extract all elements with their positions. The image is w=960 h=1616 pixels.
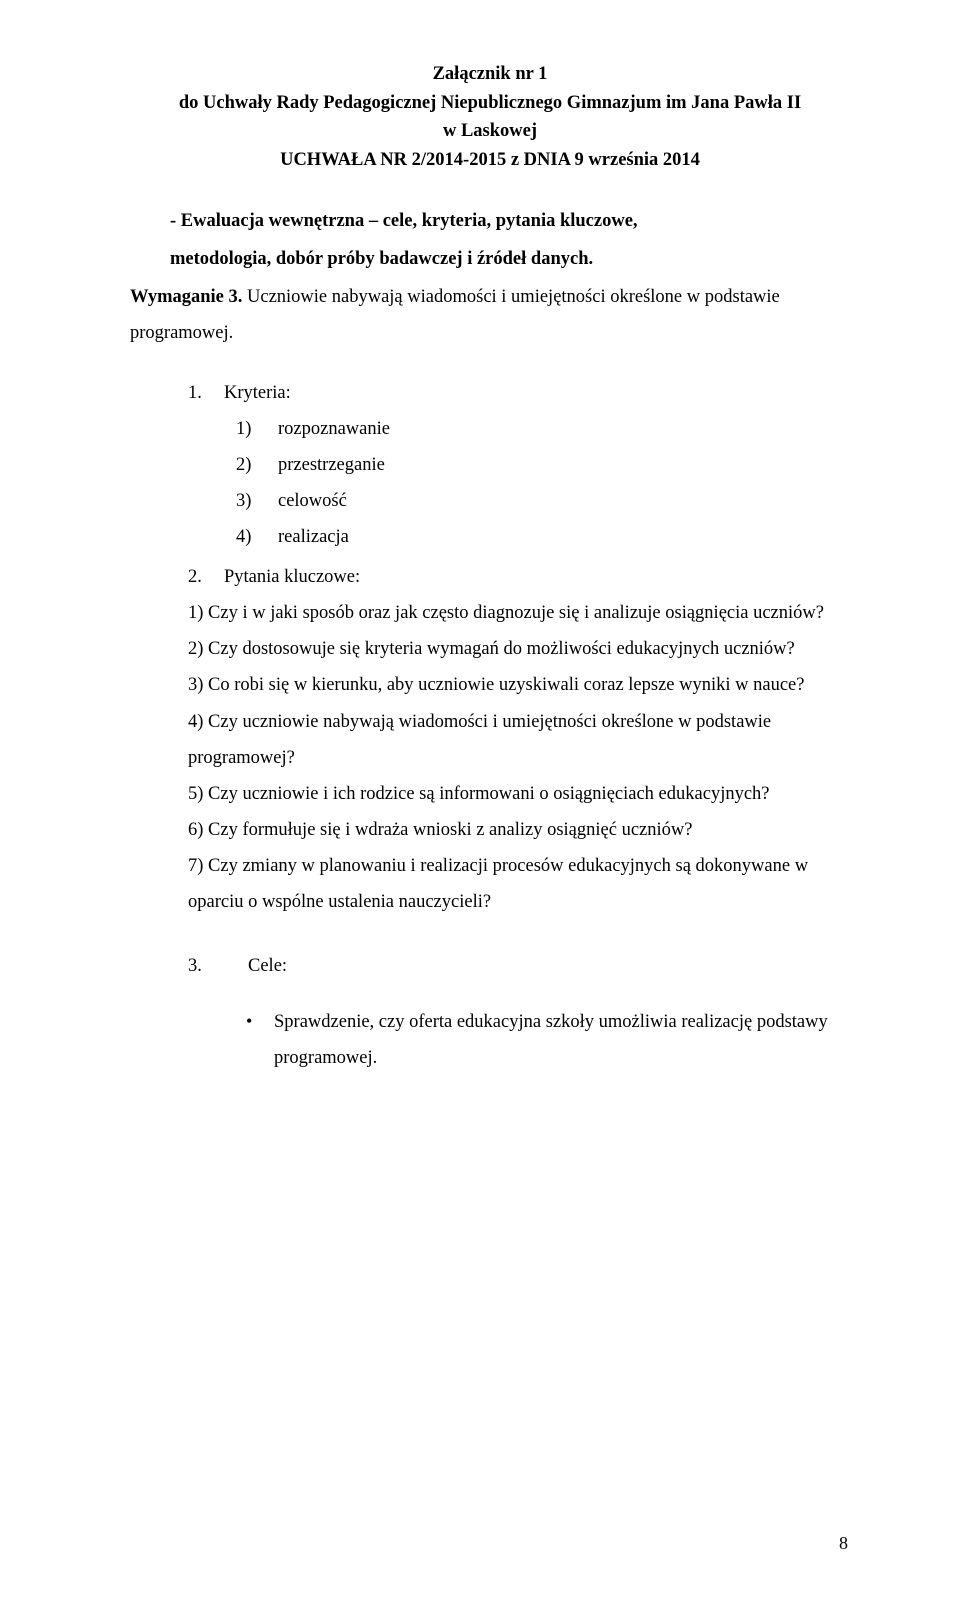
pytania-item-2: 2) Czy dostosowuje się kryteria wymagań … xyxy=(188,631,850,667)
pytania-num: 2. xyxy=(188,559,224,595)
kryteria-num: 1. xyxy=(188,375,224,411)
pytania-item-6: 6) Czy formułuje się i wdraża wnioski z … xyxy=(188,812,850,848)
kryteria-item-2-num: 2) xyxy=(236,447,278,483)
kryteria-item-2: 2)przestrzeganie xyxy=(236,447,850,483)
kryteria-item-4-text: realizacja xyxy=(278,527,349,547)
header-line-4: UCHWAŁA NR 2/2014-2015 z DNIA 9 września… xyxy=(130,146,850,175)
document-header: Załącznik nr 1 do Uchwały Rady Pedagogic… xyxy=(130,60,850,175)
kryteria-label: Kryteria: xyxy=(224,383,291,403)
cele-bullet-list: • Sprawdzenie, czy oferta edukacyjna szk… xyxy=(246,1004,850,1076)
pytania-item-5: 5) Czy uczniowie i ich rodzice są inform… xyxy=(188,776,850,812)
header-line-3: w Laskowej xyxy=(130,117,850,146)
kryteria-item-3-num: 3) xyxy=(236,483,278,519)
cele-bullet-item: • Sprawdzenie, czy oferta edukacyjna szk… xyxy=(246,1004,850,1076)
wymaganie-text-1: Uczniowie nabywają wiadomości i umiejętn… xyxy=(247,287,780,307)
kryteria-item-3-text: celowość xyxy=(278,491,347,511)
kryteria-block: 1.Kryteria: 1)rozpoznawanie 2)przestrzeg… xyxy=(130,375,850,555)
wymaganie-line-2: programowej. xyxy=(130,315,850,351)
cele-bullet-text: Sprawdzenie, czy oferta edukacyjna szkoł… xyxy=(274,1004,850,1076)
header-line-1: Załącznik nr 1 xyxy=(130,60,850,89)
kryteria-item-1-num: 1) xyxy=(236,411,278,447)
pytania-item-3: 3) Co robi się w kierunku, aby uczniowie… xyxy=(188,667,850,703)
page-number: 8 xyxy=(839,1533,848,1554)
kryteria-item-2-text: przestrzeganie xyxy=(278,455,385,475)
bullet-icon: • xyxy=(246,1004,274,1076)
kryteria-item-1: 1)rozpoznawanie xyxy=(236,411,850,447)
pytania-item-4: 4) Czy uczniowie nabywają wiadomości i u… xyxy=(188,704,850,776)
top-section: - Ewaluacja wewnętrzna – cele, kryteria,… xyxy=(130,203,850,277)
pytania-item-7: 7) Czy zmiany w planowaniu i realizacji … xyxy=(188,848,850,920)
pytania-item-1: 1) Czy i w jaki sposób oraz jak często d… xyxy=(188,595,850,631)
pytania-block: 2.Pytania kluczowe: 1) Czy i w jaki spos… xyxy=(130,559,850,920)
pytania-label: Pytania kluczowe: xyxy=(224,567,360,587)
pytania-body: 1) Czy i w jaki sposób oraz jak często d… xyxy=(188,595,850,920)
pytania-heading: 2.Pytania kluczowe: xyxy=(188,559,850,595)
wymaganie-line-1: Wymaganie 3. Uczniowie nabywają wiadomoś… xyxy=(130,279,850,315)
cele-label: Cele: xyxy=(248,956,287,976)
wymaganie-label: Wymaganie 3. xyxy=(130,287,247,307)
cele-num: 3. xyxy=(188,948,248,984)
kryteria-item-4-num: 4) xyxy=(236,519,278,555)
kryteria-item-4: 4)realizacja xyxy=(236,519,850,555)
cele-heading: 3.Cele: xyxy=(188,948,850,984)
kryteria-heading: 1.Kryteria: xyxy=(188,375,850,411)
top-line-2: metodologia, dobór próby badawczej i źró… xyxy=(170,241,850,277)
top-line-1: - Ewaluacja wewnętrzna – cele, kryteria,… xyxy=(170,203,850,239)
wymaganie-block: Wymaganie 3. Uczniowie nabywają wiadomoś… xyxy=(130,279,850,351)
kryteria-item-1-text: rozpoznawanie xyxy=(278,419,390,439)
header-line-2: do Uchwały Rady Pedagogicznej Niepublicz… xyxy=(130,89,850,118)
kryteria-item-3: 3)celowość xyxy=(236,483,850,519)
